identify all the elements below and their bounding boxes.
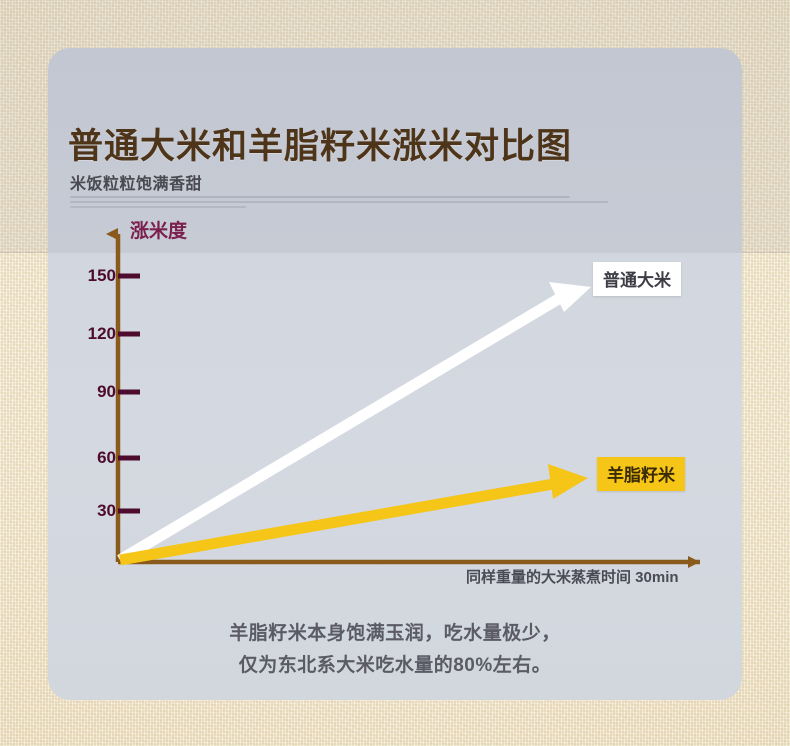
legend-yangzhizimi: 羊脂籽米	[597, 457, 685, 491]
y-tick-label-120: 120	[87, 324, 116, 343]
decorative-fineprint-lines	[70, 196, 610, 211]
footer-note-line-1: 羊脂籽米本身饱满玉润，吃水量极少，	[229, 623, 561, 644]
card-top-tint	[48, 48, 742, 253]
y-tick-label-150: 150	[87, 266, 116, 285]
page-title: 普通大米和羊脂籽米涨米对比图	[68, 127, 573, 166]
y-axis-label: 涨米度	[130, 221, 188, 242]
y-tick-label-60: 60	[97, 448, 116, 467]
comparison-chart-card: 普通大米和羊脂籽米涨米对比图 米饭粒粒饱满香甜	[48, 48, 742, 700]
series-line-yangzhizimi	[119, 464, 588, 566]
series-line-putong-dami	[117, 282, 591, 565]
chart-svg	[106, 228, 700, 568]
x-axis-label: 同样重量的大米蒸煮时间 30min	[466, 569, 679, 586]
legend-putong-dami: 普通大米	[593, 262, 681, 296]
y-tick-label-30: 30	[97, 501, 116, 520]
y-tick-marks	[118, 273, 140, 514]
footer-note-line-2: 仅为东北系大米吃水量的80%左右。	[238, 655, 552, 676]
chart-plot-area: 涨米度 150 120 90 60 30 同样重量的大米蒸煮时间 30min 普…	[48, 48, 742, 700]
y-tick-label-90: 90	[97, 382, 116, 401]
page-subtitle: 米饭粒粒饱满香甜	[70, 176, 203, 193]
